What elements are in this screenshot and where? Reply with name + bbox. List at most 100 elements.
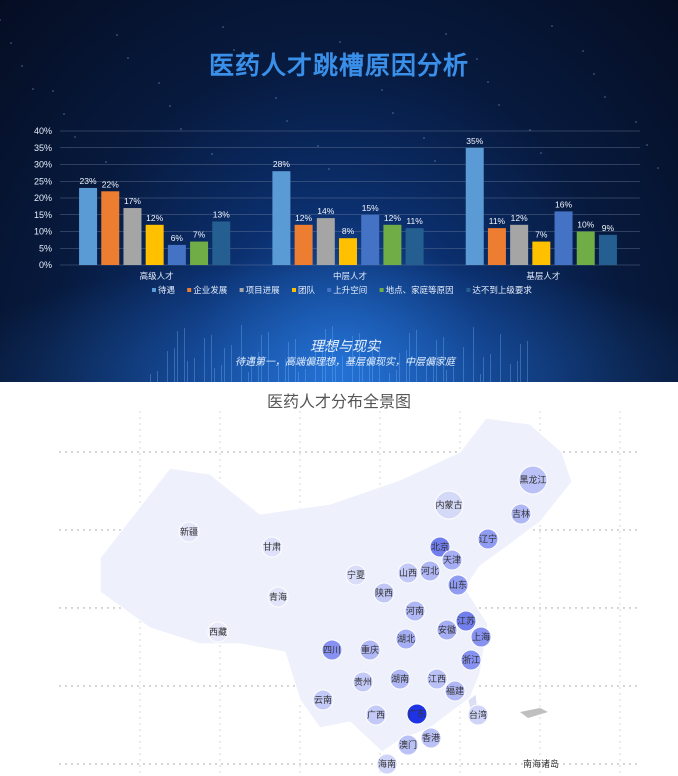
grid-dot: [173, 763, 175, 765]
province-region: [460, 649, 482, 671]
grid-dot: [459, 711, 461, 713]
grid-dot: [587, 763, 589, 765]
grid-dot: [101, 607, 103, 609]
light-streak: [342, 356, 343, 382]
grid-dot: [65, 763, 67, 765]
grid-dot: [459, 765, 461, 767]
grid-dot: [293, 451, 295, 453]
grid-dot: [539, 699, 541, 701]
grid-dot: [539, 723, 541, 725]
grid-dot: [619, 597, 621, 599]
grid-dot: [619, 603, 621, 605]
y-tick-label: 15%: [34, 210, 52, 220]
star-dot: [487, 81, 489, 83]
grid-dot: [575, 685, 577, 687]
grid-dot: [119, 685, 121, 687]
province-region: [389, 668, 411, 690]
province-label: 江西: [428, 674, 446, 684]
legend-swatch: [152, 288, 156, 292]
grid-dot: [139, 717, 141, 719]
grid-dot: [203, 451, 205, 453]
grid-dot: [619, 615, 621, 617]
grid-dot: [619, 489, 621, 491]
grid-dot: [139, 495, 141, 497]
grid-dot: [619, 549, 621, 551]
province-label: 香港: [422, 732, 440, 743]
grid-dot: [619, 681, 621, 683]
star-dot: [180, 128, 182, 130]
grid-dot: [539, 639, 541, 641]
grid-dot: [533, 607, 535, 609]
grid-dot: [623, 529, 625, 531]
province-label: 重庆: [361, 644, 379, 655]
grid-dot: [77, 685, 79, 687]
grid-dot: [479, 685, 481, 687]
grid-dot: [617, 685, 619, 687]
grid-dot: [389, 451, 391, 453]
grid-dot: [329, 763, 331, 765]
grid-dot: [379, 411, 381, 413]
legend-label: 企业发展: [193, 285, 228, 295]
grid-dot: [539, 579, 541, 581]
grid-dot: [599, 685, 601, 687]
grid-dot: [539, 717, 541, 719]
grid-dot: [569, 529, 571, 531]
grid-dot: [459, 741, 461, 743]
grid-dot: [503, 685, 505, 687]
grid-dot: [459, 735, 461, 737]
grid-dot: [619, 495, 621, 497]
grid-dot: [347, 451, 349, 453]
light-streak: [295, 339, 296, 382]
legend-label: 团队: [298, 285, 316, 295]
grid-dot: [239, 451, 241, 453]
grid-dot: [311, 763, 313, 765]
province-region: [510, 503, 532, 525]
grid-dot: [219, 705, 221, 707]
grid-dot: [539, 669, 541, 671]
grid-dot: [299, 429, 301, 431]
province-region: [404, 600, 426, 622]
light-streak: [453, 367, 454, 382]
data-label: 12%: [146, 213, 163, 223]
grid-dot: [173, 685, 175, 687]
grid-dot: [179, 763, 181, 765]
star-dot: [222, 26, 224, 28]
province-label: 湖北: [397, 634, 415, 644]
grid-dot: [59, 451, 61, 453]
grid-dot: [539, 423, 541, 425]
province-label: 辽宁: [479, 533, 497, 544]
province-label: 山西: [399, 568, 417, 578]
grid-dot: [219, 765, 221, 767]
grid-dot: [139, 687, 141, 689]
province-label: 黑龙江: [519, 474, 546, 485]
province-region: [441, 549, 463, 571]
grid-dot: [619, 537, 621, 539]
grid-dot: [107, 607, 109, 609]
grid-dot: [299, 501, 301, 503]
grid-dot: [539, 597, 541, 599]
grid-dot: [227, 685, 229, 687]
light-streak: [332, 326, 333, 382]
grid-dot: [521, 685, 523, 687]
province-label: 江苏: [457, 615, 475, 626]
light-streak: [325, 329, 326, 382]
grid-dot: [323, 763, 325, 765]
grid-dot: [619, 579, 621, 581]
province-label: 吉林: [512, 508, 530, 519]
grid-dot: [219, 645, 221, 647]
banner-heading: 理想与现实: [310, 338, 380, 354]
grid-dot: [557, 529, 559, 531]
light-streak: [285, 359, 286, 382]
grid-dot: [305, 451, 307, 453]
grid-dot: [77, 607, 79, 609]
grid-dot: [611, 763, 613, 765]
grid-dot: [509, 607, 511, 609]
grid-dot: [619, 519, 621, 521]
grid-dot: [593, 607, 595, 609]
province-region: [376, 753, 398, 775]
grid-dot: [587, 529, 589, 531]
grid-dot: [71, 685, 73, 687]
grid-dot: [209, 451, 211, 453]
province-label: 广西: [367, 709, 385, 720]
data-label: 14%: [317, 206, 334, 216]
